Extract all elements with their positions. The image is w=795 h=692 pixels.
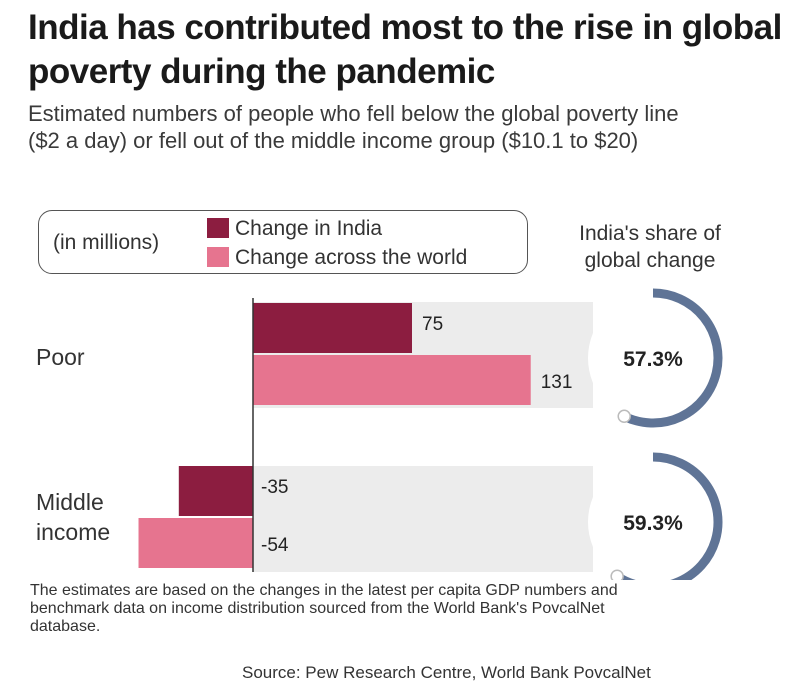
value-label-middle-income-world: -54 — [261, 535, 289, 556]
value-label-poor-world: 131 — [541, 372, 573, 393]
legend: (in millions) Change in India Change acr… — [38, 210, 528, 274]
legend-unit: (in millions) — [53, 231, 160, 254]
share-ring-end-middle-income — [610, 569, 624, 580]
chart-subtitle: Estimated numbers of people who fell bel… — [28, 101, 679, 153]
legend-swatch-india — [207, 218, 229, 238]
bar-chart: 75 131 57.3% -35 -54 59.3% — [138, 288, 723, 580]
legend-swatch-world — [207, 247, 229, 267]
value-label-middle-income-india: -35 — [261, 477, 288, 498]
share-ring-bg-middle-income — [588, 457, 718, 580]
bar-middle-income-world — [138, 518, 253, 568]
value-label-poor-india: 75 — [422, 314, 443, 335]
share-header: India's share of global change — [579, 222, 721, 272]
share-ring-bg-poor — [588, 293, 718, 423]
category-label-poor: Poor — [36, 344, 85, 370]
bar-middle-income-india — [178, 466, 253, 516]
footnote: The estimates are based on the changes i… — [30, 582, 618, 635]
share-ring-poor — [622, 288, 723, 428]
bar-poor-world — [253, 355, 531, 405]
legend-label-india: Change in India — [235, 217, 383, 240]
share-value-poor: 57.3% — [623, 348, 683, 371]
share-value-middle-income: 59.3% — [623, 512, 683, 535]
category-band-middle-income — [253, 466, 593, 572]
share-ring-middle-income — [614, 452, 723, 580]
share-ring-end-poor — [617, 409, 631, 424]
legend-item-india: Change in India — [207, 217, 382, 241]
category-label-middle-income: Middle income — [36, 489, 111, 545]
source-note: Source: Pew Research Centre, World Bank … — [242, 663, 651, 682]
legend-label-world: Change across the world — [235, 246, 468, 269]
legend-item-world: Change across the world — [207, 246, 467, 270]
chart-title: India has contributed most to the rise i… — [28, 8, 782, 91]
bar-poor-india — [253, 303, 412, 353]
